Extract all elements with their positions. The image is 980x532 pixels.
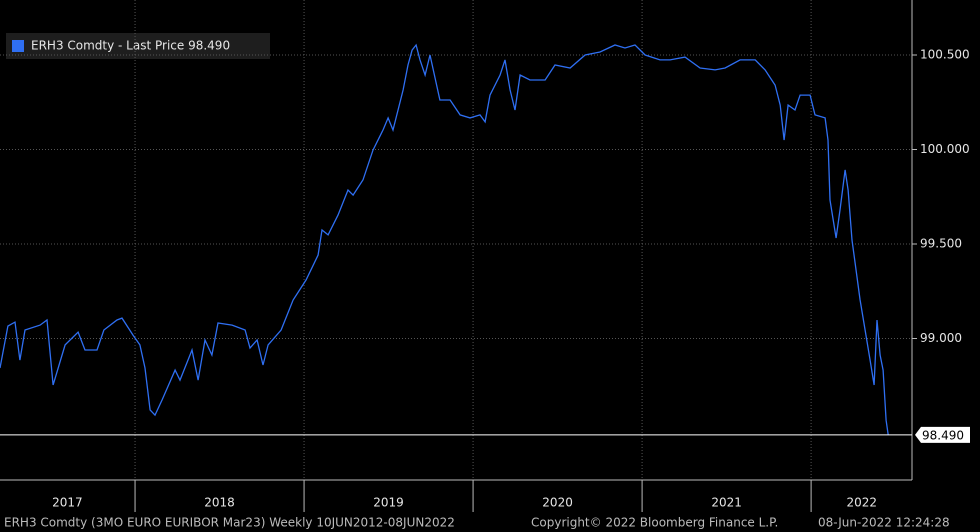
y-tick-label: 99.500	[920, 237, 962, 251]
footer-text: Copyright© 2022 Bloomberg Finance L.P.	[531, 516, 778, 530]
y-tick-label: 99.000	[920, 331, 962, 345]
y-tick-label: 100.000	[920, 142, 970, 156]
footer-text: 08-Jun-2022 12:24:28	[818, 516, 950, 530]
footer-text: ERH3 Comdty (3MO EURO EURIBOR Mar23) Wee…	[4, 516, 455, 530]
line-series	[0, 43, 889, 435]
x-tick-label: 2020	[542, 496, 573, 510]
last-price-badge	[915, 426, 970, 443]
x-tick-label: 2022	[847, 496, 878, 510]
x-tick-label: 2021	[711, 496, 742, 510]
legend-label: ERH3 Comdty - Last Price 98.490	[31, 39, 230, 53]
x-tick-label: 2018	[204, 496, 235, 510]
y-tick-label: 100.500	[920, 48, 970, 62]
x-tick-label: 2017	[52, 496, 83, 510]
legend-swatch	[12, 40, 24, 52]
last-price-label: 98.490	[922, 428, 964, 442]
x-tick-label: 2019	[373, 496, 404, 510]
